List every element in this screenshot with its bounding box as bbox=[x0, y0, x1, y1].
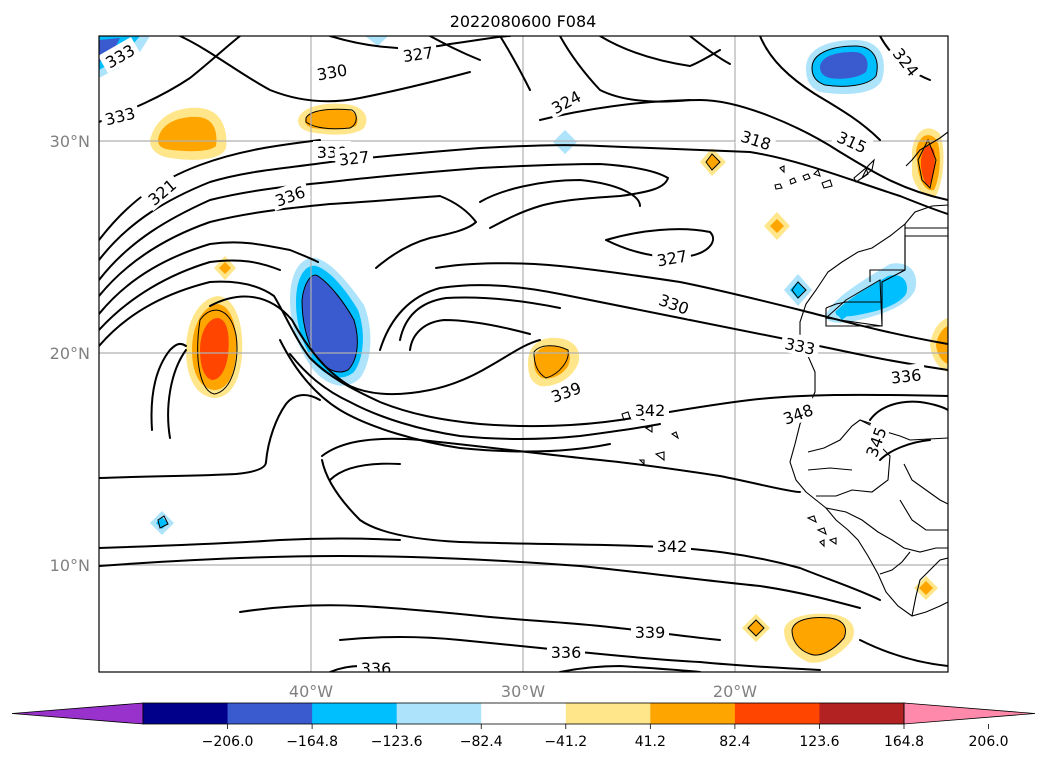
colorbar-swatch bbox=[227, 703, 313, 724]
contour-label-text: 342 bbox=[657, 537, 688, 556]
contour-label-text: 336 bbox=[890, 365, 922, 387]
blob-negative-morocco bbox=[826, 263, 917, 323]
border-guinea bbox=[825, 507, 948, 553]
lon-label-40w: 40°W bbox=[289, 682, 333, 701]
lon-label-30w: 30°W bbox=[501, 682, 545, 701]
contour-label: 336 bbox=[547, 641, 585, 662]
lat-labels: 30°N 20°N 10°N bbox=[50, 132, 90, 575]
colorbar-swatch bbox=[734, 703, 820, 724]
colorbar-swatch bbox=[396, 703, 482, 724]
colorbar-extend-max bbox=[903, 702, 1036, 725]
blob-positive-16w-6n bbox=[784, 613, 854, 663]
contour-label: 336 bbox=[885, 363, 926, 388]
contour-label-text: 327 bbox=[402, 43, 435, 66]
contour-label: 342 bbox=[653, 535, 691, 556]
colorbar-tick-label: 41.2 bbox=[635, 734, 666, 750]
lat-label-30n: 30°N bbox=[50, 132, 90, 151]
coastline-iberia bbox=[905, 131, 948, 167]
lat-label-20n: 20°N bbox=[50, 344, 90, 363]
blob-negative-28w-30n bbox=[553, 130, 577, 154]
lat-label-10n: 10°N bbox=[50, 556, 90, 575]
colorbar-tick-label: 206.0 bbox=[969, 734, 1009, 750]
contour-label: 327 bbox=[651, 243, 693, 271]
colorbar: −206.0 −164.8 −123.6 −82.4 −41.2 41.2 82.4 123.… bbox=[11, 702, 1036, 750]
colorbar-swatch bbox=[650, 703, 736, 724]
colorbar-tick-label: −41.2 bbox=[544, 734, 587, 750]
contour-label: 333 bbox=[99, 100, 141, 129]
lon-label-20w: 20°W bbox=[713, 682, 757, 701]
coastline-africa bbox=[789, 204, 948, 617]
map-title: 2022080600 F084 bbox=[450, 12, 597, 31]
contour-label: 336 bbox=[357, 657, 395, 678]
colorbar-swatch bbox=[565, 703, 651, 724]
lon-labels: 40°W 30°W 20°W bbox=[289, 682, 757, 701]
colorbar-frame bbox=[142, 702, 905, 725]
contour-label-text: 336 bbox=[361, 659, 392, 678]
colorbar-swatch bbox=[481, 703, 567, 724]
blob-negative-top-middle bbox=[365, 36, 388, 46]
contour-label: 339 bbox=[631, 621, 669, 642]
contour-label: 327 bbox=[397, 40, 439, 66]
map-frame bbox=[98, 35, 949, 673]
colorbar-swatch bbox=[312, 703, 398, 724]
border-west-sahara-algeria bbox=[869, 228, 906, 282]
colorbar-tick-label: 123.6 bbox=[799, 734, 839, 750]
colorbar-tick-label: −164.8 bbox=[286, 734, 338, 750]
blob-outlines bbox=[157, 45, 937, 656]
blob-negative-16w-33n bbox=[806, 40, 884, 95]
colorbar-tick-label: −206.0 bbox=[202, 734, 254, 750]
contour-label-text: 336 bbox=[551, 643, 582, 662]
border-gambia bbox=[807, 467, 853, 471]
contour-label-text: 342 bbox=[635, 401, 666, 420]
colorbar-tick-label: −82.4 bbox=[460, 734, 503, 750]
colorbar-tick-label: 82.4 bbox=[719, 734, 750, 750]
border-west-africa-interior bbox=[879, 463, 948, 617]
colorbar-extend-min bbox=[11, 702, 144, 725]
colorbar-tick-label: −123.6 bbox=[371, 734, 423, 750]
colorbar-tick-label: 164.8 bbox=[884, 734, 924, 750]
coastlines bbox=[621, 131, 948, 617]
colorbar-swatch bbox=[819, 703, 905, 724]
contour-label: 327 bbox=[333, 145, 374, 170]
blob-positive-44w-31n bbox=[150, 107, 227, 160]
contour-label: 342 bbox=[631, 399, 669, 420]
colorbar-swatch bbox=[143, 703, 229, 724]
contour-327-top bbox=[329, 36, 511, 50]
contour-label-text: 327 bbox=[338, 147, 370, 169]
contour-330-top bbox=[179, 36, 471, 103]
contour-label-text: 339 bbox=[635, 623, 666, 642]
blob-negative-40w-21n bbox=[290, 257, 371, 386]
